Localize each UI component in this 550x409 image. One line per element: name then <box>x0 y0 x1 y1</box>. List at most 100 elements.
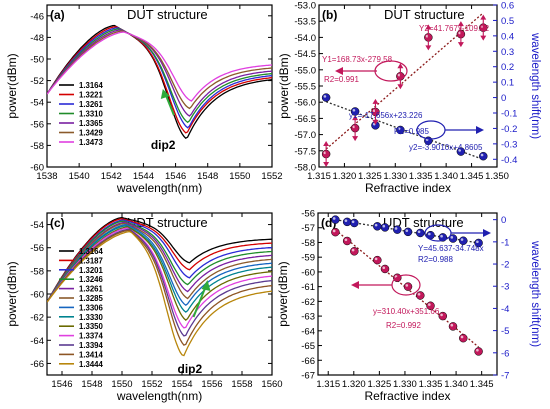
legend-label: 1.3414 <box>79 350 104 359</box>
x-tick-label: 1560 <box>261 379 282 390</box>
shift-point-highlight <box>476 240 479 244</box>
error-cap <box>425 24 432 30</box>
x-tick-label: 1556 <box>201 379 222 390</box>
power-point <box>448 322 458 331</box>
fit-label: y1=-17.656x+23.226 <box>349 111 423 120</box>
x-tick-label: 1550 <box>111 379 132 390</box>
x-tick-label: 1552 <box>141 379 162 390</box>
x-axis-title: wavelength(nm) <box>116 389 202 403</box>
y-tick-label: -54 <box>30 220 44 231</box>
plot-frame <box>318 4 498 168</box>
error-cap <box>480 14 487 20</box>
shift-point-highlight <box>382 224 386 228</box>
error-cap <box>480 35 487 41</box>
legend-label: 1.3246 <box>79 275 104 284</box>
shift-point <box>403 227 413 237</box>
x-tick-label: 1.325 <box>367 379 391 390</box>
y2-tick-label: -4 <box>501 304 509 315</box>
error-cap <box>352 136 359 142</box>
power-point <box>458 333 468 343</box>
power-point-highlight <box>417 292 421 296</box>
y2-tick-label: -0.4 <box>501 155 517 166</box>
y-tick-label: -52 <box>30 76 44 87</box>
series-line-1.3221 <box>47 26 272 134</box>
y-tick-label: -59 <box>301 253 315 264</box>
power-point-highlight <box>344 238 348 242</box>
fit-label: y2=-3.9010x+4.8605 <box>409 143 483 152</box>
series-line-1.3330 <box>47 225 272 313</box>
arrow-head <box>476 126 484 134</box>
shift-point-highlight <box>440 234 443 238</box>
panel-1: (b) DUT structure 1.315 1.320 1.325 1.330 1.33… <box>277 1 541 196</box>
x-tick-label: 1548 <box>81 379 102 390</box>
shift-point-highlight <box>323 95 327 98</box>
panel-title: DUT structure <box>127 7 208 22</box>
x-tick-label: 1.335 <box>409 171 433 182</box>
legend-label: 1.3201 <box>79 266 104 275</box>
shift-point <box>393 225 402 234</box>
series-line-1.3187 <box>47 218 272 303</box>
series-line-1.3374 <box>47 227 272 329</box>
legend-label: 1.3350 <box>79 322 104 331</box>
shift-point <box>479 151 488 161</box>
panel-title: DUT structure <box>384 7 465 22</box>
y-tick-label: -57.0 <box>294 130 316 141</box>
y-tick-label: -57 <box>301 223 315 234</box>
error-cap <box>397 84 404 90</box>
x-tick-label: 1554 <box>171 379 192 390</box>
shift-point-highlight <box>374 223 378 227</box>
panel-0: (a) DUT structure 1538 1540 1542 1544 1546 1548… <box>5 4 283 195</box>
x-tick-label: 1.350 <box>485 171 509 182</box>
y2-axis-title: wavelength shift(nm) <box>529 240 541 347</box>
y-tick-label: -50 <box>30 55 44 66</box>
panel-label: (a) <box>50 8 65 22</box>
y-tick-label: -54 <box>30 98 44 109</box>
y-tick-label: -66 <box>30 359 44 370</box>
power-point <box>403 282 413 291</box>
y-tick-label: -48 <box>30 33 44 44</box>
series-line-1.3310 <box>47 28 272 124</box>
error-cap <box>323 162 330 168</box>
y-tick-label: -60 <box>30 290 44 301</box>
arrow-head <box>335 67 343 75</box>
dip-label: dip2 <box>151 138 176 152</box>
series-line-1.3414 <box>47 229 272 346</box>
x-tick-label: 1.340 <box>444 379 468 390</box>
shift-point-highlight <box>480 153 484 157</box>
shift-arrow <box>192 286 207 318</box>
error-cap <box>372 119 379 125</box>
panel-label: (b) <box>322 8 337 22</box>
y-tick-label: -56 <box>301 209 315 220</box>
arrow-head <box>483 229 491 237</box>
power-point <box>373 255 382 265</box>
x-tick-label: 1.325 <box>358 171 382 182</box>
legend-label: 1.3473 <box>79 138 104 147</box>
x-tick-label: 1.320 <box>342 379 366 390</box>
x-tick-label: 1546 <box>51 379 72 390</box>
shift-point <box>416 228 425 238</box>
power-point-highlight <box>405 284 409 287</box>
x-tick-label: 1546 <box>165 171 186 182</box>
x-tick-label: 1558 <box>231 379 252 390</box>
y-tick-label: -61 <box>301 282 315 293</box>
panel-label: (c) <box>50 216 65 230</box>
y-tick-label: -62 <box>30 313 44 324</box>
legend-label: 1.3394 <box>79 341 104 350</box>
series-line-1.3246 <box>47 220 272 303</box>
x-axis-title: wavelength(nm) <box>116 181 202 195</box>
y-axis-title: power(dBm) <box>276 261 290 326</box>
y2-tick-label: 0.5 <box>501 16 514 27</box>
shift-point <box>321 93 331 102</box>
y-axis-title: power(dBm) <box>5 53 19 118</box>
y-tick-label: -60 <box>30 163 44 174</box>
error-cap <box>352 115 359 121</box>
power-point <box>380 264 390 274</box>
series-line-1.3164 <box>47 24 272 140</box>
power-point <box>342 236 352 246</box>
dip-label: dip2 <box>178 362 203 376</box>
error-cap <box>425 45 432 51</box>
x-tick-label: 1.340 <box>434 171 458 182</box>
y2-tick-label: 0.2 <box>501 62 514 73</box>
fit-label: R2=0.992 <box>386 321 421 330</box>
